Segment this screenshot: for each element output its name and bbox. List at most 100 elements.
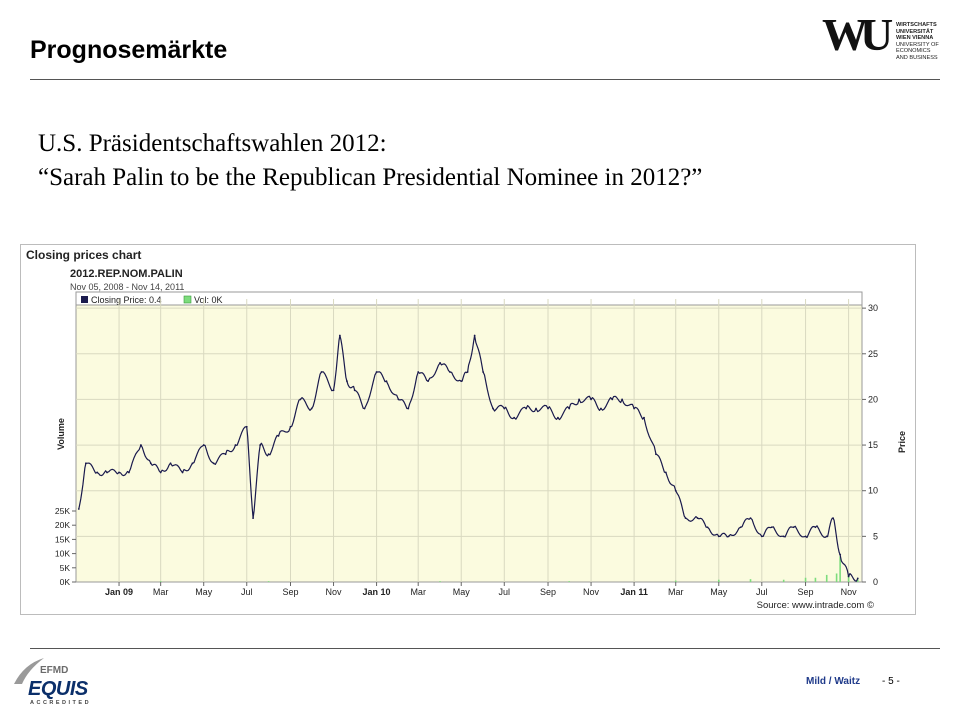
price-point (792, 526, 795, 529)
chart-subtitle: Nov 05, 2008 - Nov 14, 2011 (70, 282, 184, 292)
price-point (590, 398, 592, 401)
price-tick-label: 10 (868, 486, 878, 496)
wu-logo-text: WIRTSCHAFTS UNIVERSITÄT WIEN VIENNA UNIV… (896, 22, 939, 62)
volume-bar (159, 581, 162, 582)
price-point (267, 453, 270, 456)
chart-source: Source: www.intrade.com © (757, 600, 874, 611)
price-point (655, 453, 657, 456)
price-point (245, 425, 248, 428)
price-point (482, 371, 485, 373)
price-point (611, 398, 614, 401)
price-point (191, 462, 194, 465)
x-tick-label: Jul (499, 587, 511, 597)
equis-name: EQUIS (28, 678, 88, 700)
heading-line-2: “Sarah Palin to be the Republican Presid… (38, 164, 703, 191)
price-tick-label: 30 (868, 303, 878, 313)
x-tick-label: Nov (583, 587, 600, 597)
slide-title: Prognosemärkte (30, 36, 228, 64)
price-point (578, 398, 580, 401)
wu-logo-line: UNIVERSITY OF (896, 41, 939, 48)
price-tick-label: 0 (873, 577, 878, 587)
page-number: - 5 - (882, 676, 900, 687)
volume-bar (674, 580, 677, 582)
heading-line-1: U.S. Präsidentschaftswahlen 2012: (38, 130, 387, 157)
price-point (804, 535, 807, 538)
volume-tick-label: 0K (60, 577, 71, 587)
wu-logo-mark: WU (822, 9, 893, 60)
price-point (473, 334, 476, 337)
price-point (770, 526, 773, 529)
price-axis-label: Price (897, 431, 907, 453)
price-point (633, 407, 636, 410)
price-tick-label: 5 (873, 531, 878, 541)
chart-canvas: 2012.REP.NOM.PALIN Nov 05, 2008 - Nov 14,… (20, 244, 916, 615)
slide-heading: U.S. Präsidentschaftswahlen 2012: “Sarah… (38, 127, 702, 195)
volume-bar (782, 579, 785, 582)
price-point (140, 444, 142, 446)
price-point (717, 535, 720, 538)
equis-swoosh-icon (14, 658, 44, 684)
price-point (128, 471, 130, 474)
price-point (106, 471, 108, 474)
footer-authors: Mild / Waitz (806, 676, 861, 687)
legend-swatch-volume (183, 295, 192, 304)
price-point (375, 371, 378, 373)
volume-tick-label: 15K (55, 534, 70, 544)
volume-tick-label: 25K (55, 506, 70, 516)
price-tick-label: 20 (868, 394, 878, 404)
price-point (252, 517, 254, 519)
equis-accredited: ACCREDITED (30, 700, 92, 706)
price-point (503, 407, 506, 410)
price-point (427, 380, 429, 383)
equis-org: EFMD (40, 665, 69, 676)
price-point (299, 398, 302, 401)
price-point (513, 416, 516, 419)
x-tick-label: May (195, 587, 213, 597)
legend-label-price: Closing Price: 0.4 (91, 295, 162, 305)
x-tick-label: Sep (540, 587, 556, 597)
price-point (525, 407, 528, 410)
price-point (547, 407, 549, 410)
price-point (346, 380, 348, 383)
wu-logo-line: AND BUSINESS (896, 54, 938, 61)
chart-box-title: Closing prices chart (26, 248, 142, 262)
price-point (353, 389, 356, 392)
price-point (466, 371, 469, 373)
price-point (696, 517, 699, 519)
price-point (674, 489, 677, 492)
x-tick-label: Mar (668, 587, 684, 597)
legend-label-volume: Vol: 0K (194, 295, 223, 305)
x-tick-label: Sep (282, 587, 298, 597)
volume-bar (439, 581, 441, 582)
volume-bar (568, 581, 570, 582)
price-point (643, 416, 645, 419)
wu-logo-line: WIEN VIENNA (896, 35, 934, 42)
price-point (600, 407, 602, 410)
volume-axis-label: Volume (56, 418, 66, 450)
volume-bar (856, 579, 859, 582)
equis-logo: EFMD EQUIS ACCREDITED (8, 656, 98, 712)
price-point (407, 407, 410, 410)
price-tick-label: 15 (868, 440, 878, 450)
x-tick-label: Jan 11 (620, 587, 648, 597)
price-point (332, 389, 335, 392)
price-point (84, 462, 87, 465)
price-point (727, 535, 730, 538)
wu-logo-line: ECONOMICS (896, 48, 931, 55)
price-point (557, 416, 559, 419)
price-line (78, 334, 859, 582)
price-point (259, 444, 262, 446)
volume-bar (835, 573, 838, 582)
price-point (202, 444, 205, 446)
x-tick-label: Sep (798, 587, 814, 597)
price-point (449, 371, 451, 373)
price-point (234, 444, 237, 446)
price-point (684, 517, 687, 519)
price-point (96, 471, 99, 474)
price-point (706, 526, 709, 529)
price-point (825, 535, 828, 538)
price-point (224, 453, 227, 456)
price-point (289, 425, 292, 428)
volume-bar (839, 556, 841, 582)
volume-bar (749, 579, 752, 582)
